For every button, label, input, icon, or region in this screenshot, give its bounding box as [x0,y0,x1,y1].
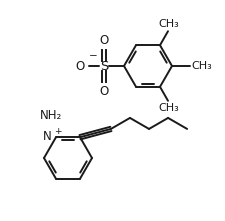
Text: O: O [99,34,109,47]
Text: +: + [54,127,61,136]
Text: CH₃: CH₃ [159,103,179,113]
Text: S: S [100,59,108,72]
Text: CH₃: CH₃ [159,19,179,29]
Text: −: − [89,51,98,61]
Text: O: O [99,85,109,98]
Text: N: N [43,130,52,143]
Text: CH₃: CH₃ [191,61,212,71]
Text: NH₂: NH₂ [40,109,62,122]
Text: O: O [76,59,85,72]
